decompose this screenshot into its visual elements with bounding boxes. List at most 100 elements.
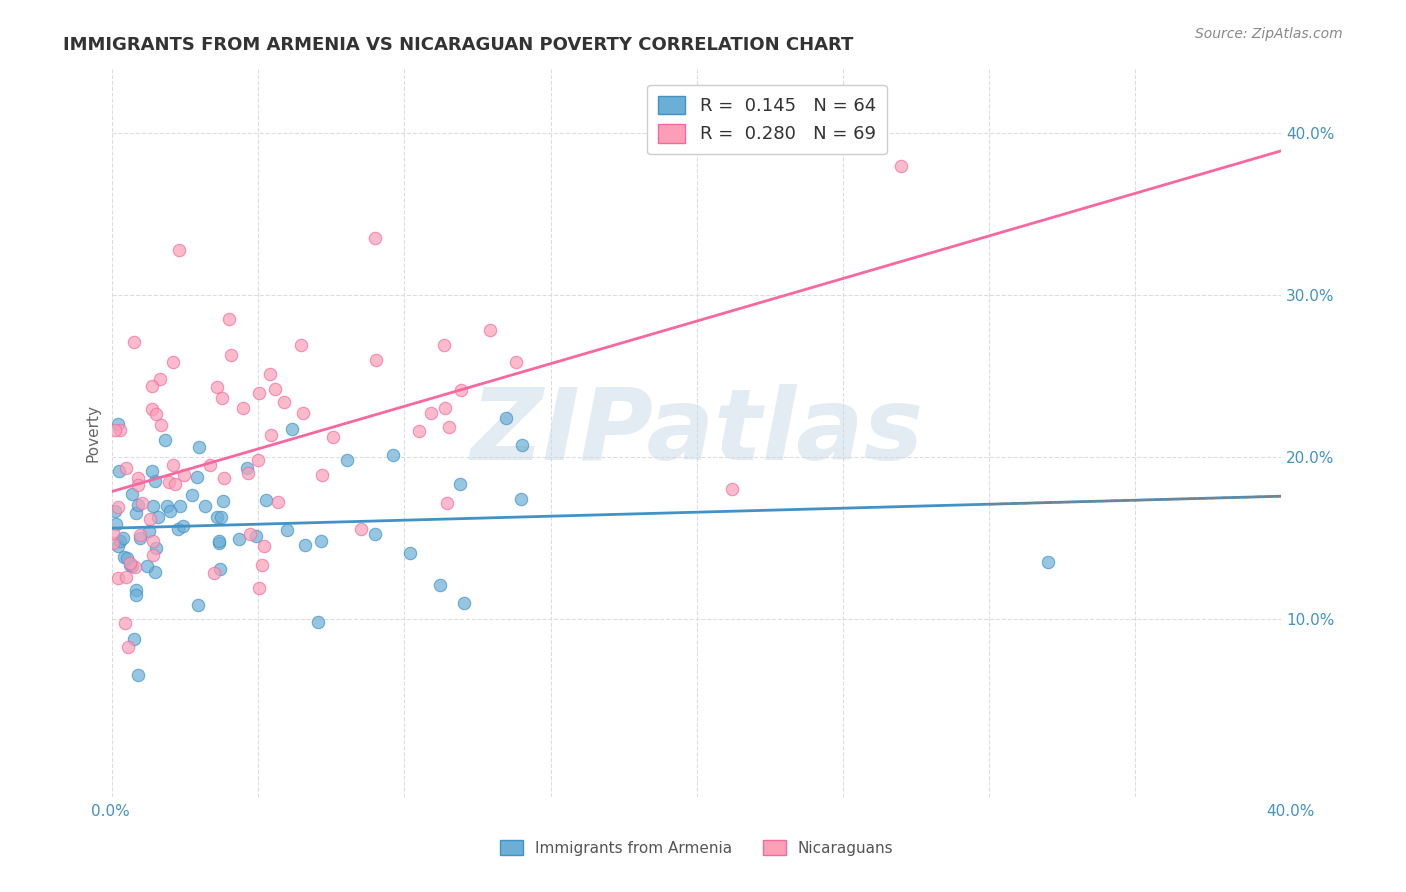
Nicaraguans bbox=[205, 380, 228, 394]
Immigrants from Armenia bbox=[167, 522, 190, 536]
Immigrants from Armenia bbox=[169, 500, 191, 514]
Immigrants from Armenia bbox=[145, 541, 167, 556]
Nicaraguans bbox=[202, 566, 225, 581]
Nicaraguans bbox=[115, 461, 138, 475]
Nicaraguans bbox=[115, 570, 138, 584]
Nicaraguans bbox=[252, 558, 274, 573]
Immigrants from Armenia bbox=[181, 488, 204, 502]
Immigrants from Armenia bbox=[245, 529, 267, 543]
Immigrants from Armenia bbox=[281, 422, 304, 436]
Immigrants from Armenia bbox=[495, 410, 517, 425]
Nicaraguans bbox=[290, 338, 312, 352]
Immigrants from Armenia bbox=[381, 448, 404, 462]
Immigrants from Armenia bbox=[228, 532, 250, 546]
Nicaraguans bbox=[238, 466, 260, 480]
Nicaraguans bbox=[138, 512, 160, 526]
Nicaraguans bbox=[167, 243, 190, 257]
Nicaraguans bbox=[162, 355, 184, 369]
Nicaraguans bbox=[260, 427, 283, 442]
Nicaraguans bbox=[364, 353, 387, 368]
Text: ZIPatlas: ZIPatlas bbox=[470, 384, 924, 481]
Immigrants from Armenia bbox=[276, 523, 298, 537]
Nicaraguans bbox=[436, 495, 458, 509]
Immigrants from Armenia bbox=[111, 531, 134, 545]
Nicaraguans bbox=[266, 495, 288, 509]
Immigrants from Armenia bbox=[211, 494, 233, 508]
Immigrants from Armenia bbox=[108, 464, 131, 478]
Nicaraguans bbox=[124, 559, 146, 574]
Nicaraguans bbox=[118, 556, 141, 570]
Nicaraguans bbox=[162, 458, 184, 473]
Immigrants from Armenia bbox=[125, 506, 148, 520]
Nicaraguans bbox=[114, 615, 136, 630]
Nicaraguans bbox=[505, 354, 527, 368]
Immigrants from Armenia bbox=[138, 524, 160, 538]
Immigrants from Armenia bbox=[105, 516, 128, 531]
Nicaraguans bbox=[145, 407, 167, 421]
Nicaraguans bbox=[408, 424, 430, 438]
Nicaraguans bbox=[239, 526, 262, 541]
Text: Source: ZipAtlas.com: Source: ZipAtlas.com bbox=[1195, 27, 1343, 41]
Nicaraguans bbox=[273, 395, 295, 409]
Immigrants from Armenia bbox=[136, 559, 159, 574]
Nicaraguans bbox=[150, 417, 173, 432]
Immigrants from Armenia bbox=[103, 504, 125, 518]
Immigrants from Armenia bbox=[208, 562, 231, 576]
Immigrants from Armenia bbox=[108, 534, 131, 549]
Immigrants from Armenia bbox=[236, 461, 259, 475]
Nicaraguans bbox=[433, 338, 456, 352]
Nicaraguans bbox=[142, 548, 165, 562]
Immigrants from Armenia bbox=[208, 534, 231, 549]
Immigrants from Armenia bbox=[453, 596, 475, 610]
Immigrants from Armenia bbox=[143, 474, 166, 488]
Nicaraguans bbox=[247, 386, 270, 401]
Nicaraguans bbox=[101, 525, 124, 540]
Immigrants from Armenia bbox=[129, 531, 152, 545]
Immigrants from Armenia bbox=[336, 453, 359, 467]
Immigrants from Armenia bbox=[156, 500, 179, 514]
Nicaraguans bbox=[211, 391, 233, 405]
Nicaraguans bbox=[163, 477, 186, 491]
Immigrants from Armenia bbox=[399, 546, 422, 560]
Text: 40.0%: 40.0% bbox=[1267, 805, 1315, 819]
Nicaraguans bbox=[259, 368, 281, 382]
Nicaraguans bbox=[479, 323, 502, 337]
Immigrants from Armenia bbox=[121, 487, 143, 501]
Text: 0.0%: 0.0% bbox=[91, 805, 131, 819]
Immigrants from Armenia bbox=[194, 500, 217, 514]
Immigrants from Armenia bbox=[155, 433, 177, 447]
Immigrants from Armenia bbox=[364, 527, 387, 541]
Nicaraguans bbox=[142, 533, 165, 548]
Nicaraguans bbox=[108, 423, 131, 437]
Nicaraguans bbox=[721, 482, 744, 496]
Nicaraguans bbox=[141, 379, 163, 393]
Nicaraguans bbox=[219, 348, 242, 362]
Immigrants from Armenia bbox=[186, 470, 208, 484]
Immigrants from Armenia bbox=[124, 582, 146, 597]
Immigrants from Armenia bbox=[309, 534, 332, 549]
Nicaraguans bbox=[232, 401, 254, 415]
Immigrants from Armenia bbox=[125, 588, 148, 602]
Immigrants from Armenia bbox=[187, 599, 209, 613]
Nicaraguans bbox=[117, 640, 139, 654]
Immigrants from Armenia bbox=[509, 492, 531, 507]
Immigrants from Armenia bbox=[188, 440, 211, 454]
Nicaraguans bbox=[131, 496, 153, 510]
Text: IMMIGRANTS FROM ARMENIA VS NICARAGUAN POVERTY CORRELATION CHART: IMMIGRANTS FROM ARMENIA VS NICARAGUAN PO… bbox=[63, 36, 853, 54]
Nicaraguans bbox=[157, 475, 180, 490]
Nicaraguans bbox=[200, 458, 222, 472]
Nicaraguans bbox=[127, 471, 149, 485]
Nicaraguans bbox=[439, 420, 461, 434]
Immigrants from Armenia bbox=[429, 578, 451, 592]
Nicaraguans bbox=[103, 535, 125, 549]
Immigrants from Armenia bbox=[127, 498, 149, 512]
Immigrants from Armenia bbox=[143, 565, 166, 579]
Nicaraguans bbox=[127, 478, 149, 492]
Immigrants from Armenia bbox=[294, 537, 316, 551]
Nicaraguans bbox=[433, 401, 456, 415]
Nicaraguans bbox=[322, 430, 344, 444]
Nicaraguans bbox=[890, 159, 912, 173]
Nicaraguans bbox=[103, 424, 125, 438]
Immigrants from Armenia bbox=[449, 477, 471, 491]
Immigrants from Armenia bbox=[127, 667, 149, 681]
